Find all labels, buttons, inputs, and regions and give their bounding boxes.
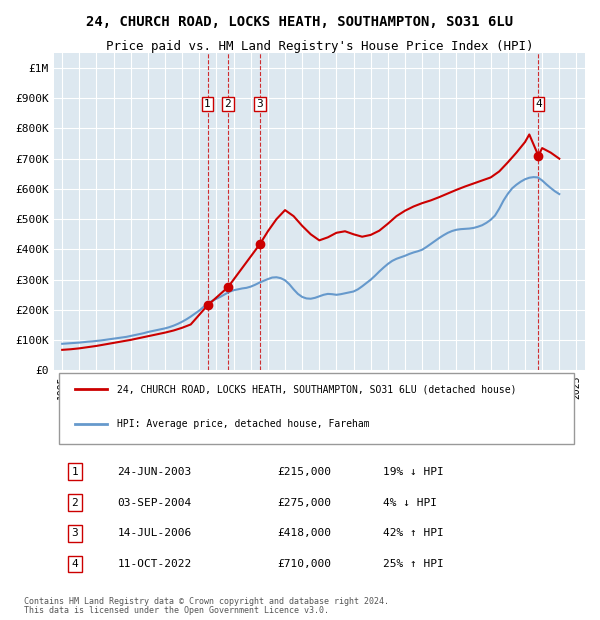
Text: £215,000: £215,000 (277, 467, 331, 477)
Text: Contains HM Land Registry data © Crown copyright and database right 2024.: Contains HM Land Registry data © Crown c… (24, 597, 389, 606)
Text: 1: 1 (204, 99, 211, 109)
Text: 42% ↑ HPI: 42% ↑ HPI (383, 528, 444, 538)
Text: 4: 4 (535, 99, 542, 109)
Text: 24, CHURCH ROAD, LOCKS HEATH, SOUTHAMPTON, SO31 6LU (detached house): 24, CHURCH ROAD, LOCKS HEATH, SOUTHAMPTO… (118, 384, 517, 394)
Text: 1: 1 (71, 467, 78, 477)
Text: 25% ↑ HPI: 25% ↑ HPI (383, 559, 444, 569)
FancyBboxPatch shape (59, 373, 574, 443)
Text: 2: 2 (224, 99, 232, 109)
Text: 4% ↓ HPI: 4% ↓ HPI (383, 497, 437, 508)
Text: £418,000: £418,000 (277, 528, 331, 538)
Text: 24-JUN-2003: 24-JUN-2003 (118, 467, 191, 477)
Text: 24, CHURCH ROAD, LOCKS HEATH, SOUTHAMPTON, SO31 6LU: 24, CHURCH ROAD, LOCKS HEATH, SOUTHAMPTO… (86, 16, 514, 30)
Text: 11-OCT-2022: 11-OCT-2022 (118, 559, 191, 569)
Text: 3: 3 (257, 99, 263, 109)
Text: This data is licensed under the Open Government Licence v3.0.: This data is licensed under the Open Gov… (24, 606, 329, 615)
Text: 2: 2 (71, 497, 78, 508)
Text: HPI: Average price, detached house, Fareham: HPI: Average price, detached house, Fare… (118, 418, 370, 429)
Text: £275,000: £275,000 (277, 497, 331, 508)
Text: £710,000: £710,000 (277, 559, 331, 569)
Text: 03-SEP-2004: 03-SEP-2004 (118, 497, 191, 508)
Text: 14-JUL-2006: 14-JUL-2006 (118, 528, 191, 538)
Text: 19% ↓ HPI: 19% ↓ HPI (383, 467, 444, 477)
Text: 4: 4 (71, 559, 78, 569)
Text: 3: 3 (71, 528, 78, 538)
Title: Price paid vs. HM Land Registry's House Price Index (HPI): Price paid vs. HM Land Registry's House … (106, 40, 533, 53)
